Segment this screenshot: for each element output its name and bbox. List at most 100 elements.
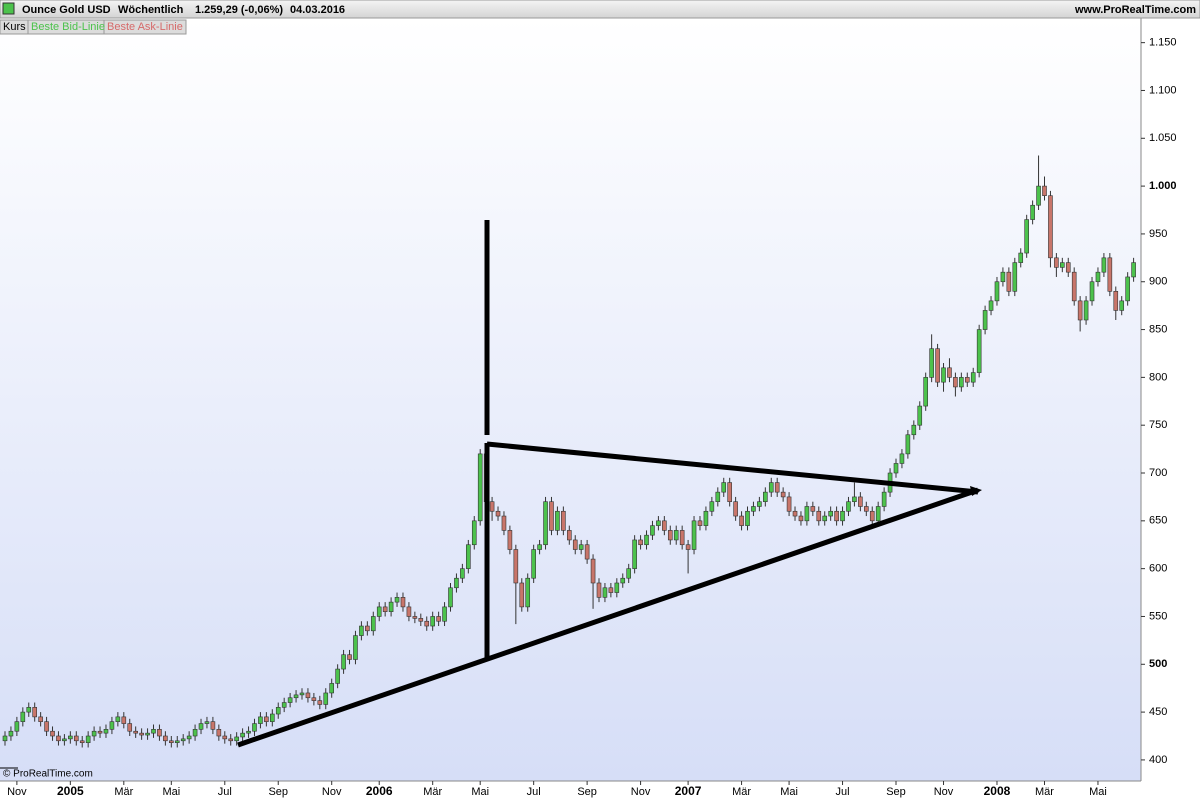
candle-body <box>792 510 798 517</box>
legend-bid: Beste Bid-Linie <box>31 21 105 33</box>
footer: © ProRealTime.com <box>3 769 93 780</box>
candle-body <box>1107 257 1113 292</box>
candle-body <box>519 582 525 608</box>
candle-body <box>26 707 32 713</box>
candle-body <box>751 506 756 512</box>
candle-body <box>875 506 881 522</box>
legend-ask: Beste Ask-Linie <box>107 21 183 33</box>
upper-trendline <box>486 441 979 495</box>
candle-body <box>323 692 329 705</box>
candle-body <box>180 738 186 742</box>
candle-body <box>709 501 715 512</box>
candle-body <box>85 735 91 744</box>
y-tick-label: 400 <box>1149 754 1167 766</box>
candle-body <box>1125 276 1130 302</box>
candle-body <box>590 558 596 584</box>
y-tick-label: 700 <box>1149 467 1167 479</box>
candle-body <box>656 520 661 526</box>
x-tick-label: Sep <box>268 786 288 798</box>
candle-body <box>216 729 222 737</box>
candle-body <box>1060 262 1065 268</box>
candle-body <box>929 348 934 378</box>
candle-body <box>578 544 584 550</box>
candle-body <box>834 510 839 522</box>
candle-body <box>555 510 560 531</box>
candle-body <box>127 723 133 732</box>
candle-body <box>163 735 168 742</box>
x-tick-label: Nov <box>934 786 954 798</box>
candle-body <box>566 530 572 541</box>
candle-body <box>899 453 905 464</box>
candle-body <box>632 539 637 569</box>
y-tick-label: 850 <box>1149 323 1167 335</box>
lower-trendline <box>237 487 979 748</box>
date: 04.03.2016 <box>290 4 345 16</box>
candle-body <box>572 539 578 550</box>
candle-body <box>667 530 673 541</box>
candle-body <box>347 654 352 660</box>
candle-body <box>584 544 590 560</box>
candle-body <box>192 729 198 737</box>
candle-body <box>804 506 810 522</box>
candle-body <box>727 482 732 503</box>
x-tick-label: Nov <box>631 786 651 798</box>
candle-body <box>543 501 548 546</box>
legend-kurs: Kurs <box>3 21 26 33</box>
y-tick-label: 750 <box>1149 419 1167 431</box>
candle-body <box>721 482 727 493</box>
candle-body <box>222 735 228 740</box>
header-bar <box>0 0 1200 19</box>
candle-body <box>335 668 340 684</box>
candle-body <box>418 618 424 622</box>
candle-body <box>644 534 649 546</box>
candle-body <box>329 683 335 694</box>
candle-body <box>1131 262 1136 278</box>
candle-body <box>186 735 192 740</box>
candle-body <box>1083 300 1089 321</box>
candle-body <box>697 520 703 526</box>
candle-body <box>994 281 1000 302</box>
candle-body <box>228 738 234 742</box>
x-tick-label: Nov <box>322 786 342 798</box>
candle-body <box>341 654 346 670</box>
candle-body <box>1065 262 1071 273</box>
candle-body <box>858 496 863 507</box>
x-axis-background <box>0 781 1141 800</box>
candle-body <box>1030 204 1035 220</box>
candle-body <box>388 601 394 612</box>
period: Wöchentlich <box>118 4 184 16</box>
quote: 1.259,29 (-0,06%) <box>195 4 283 16</box>
candle-body <box>739 515 744 526</box>
x-tick-label: Mai <box>780 786 798 798</box>
candle-body <box>139 732 144 736</box>
x-tick-label: Mai <box>471 786 489 798</box>
candle-body <box>869 510 875 522</box>
candle-body <box>786 496 792 512</box>
candle-body <box>1048 195 1053 259</box>
candle-body <box>816 510 822 522</box>
candle-body <box>531 549 536 579</box>
candle-body <box>204 721 210 724</box>
candle-body <box>109 721 115 730</box>
candle-body <box>8 730 14 737</box>
candle-body <box>1077 300 1083 321</box>
candle-body <box>495 510 501 517</box>
candle-body <box>103 729 109 734</box>
candle-body <box>174 740 180 744</box>
candle-body <box>252 723 257 732</box>
x-tick-label: 2005 <box>57 784 84 798</box>
candle-body <box>1101 257 1107 273</box>
y-tick-label: 600 <box>1149 563 1167 575</box>
candle-body <box>822 515 828 522</box>
candle-body <box>62 738 67 742</box>
candle-body <box>275 707 281 715</box>
candle-body <box>50 730 55 737</box>
legend-box <box>103 19 187 35</box>
candle-body <box>406 606 412 617</box>
candle-body <box>115 716 121 722</box>
candle-body <box>596 582 602 598</box>
candle-body <box>1042 185 1047 196</box>
x-tick-label: Nov <box>7 786 27 798</box>
